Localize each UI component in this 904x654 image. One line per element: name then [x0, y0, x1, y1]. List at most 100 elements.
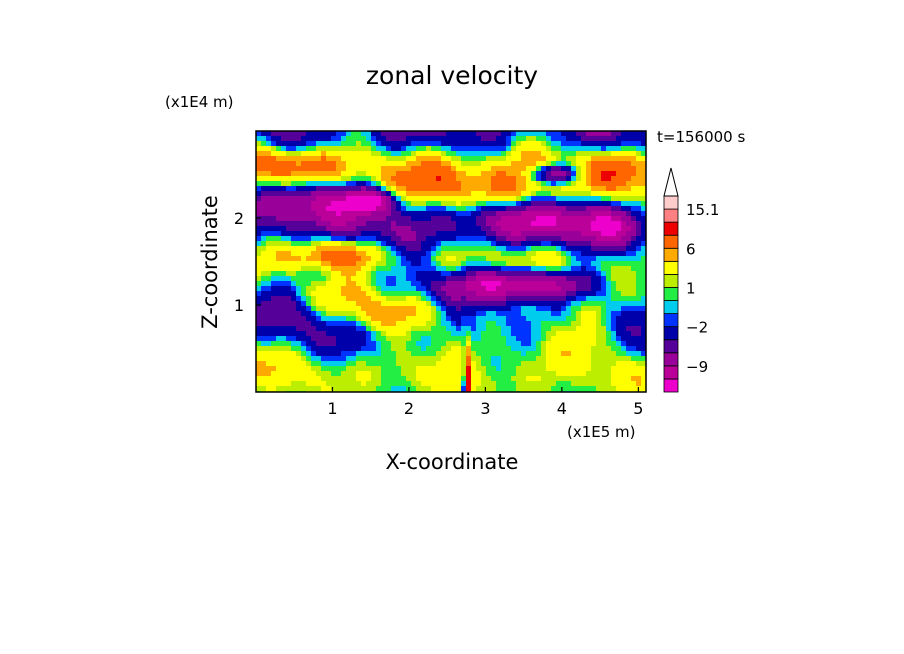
field-cell: [486, 236, 492, 242]
field-cell: [336, 166, 342, 172]
field-cell: [601, 331, 607, 337]
field-cell: [296, 266, 302, 272]
field-cell: [286, 136, 292, 142]
field-cell: [376, 266, 382, 272]
field-cell: [356, 181, 362, 187]
field-cell: [326, 386, 332, 392]
field-cell: [336, 356, 342, 362]
field-cell: [511, 321, 517, 327]
field-cell: [506, 296, 512, 302]
field-cell: [531, 371, 537, 377]
field-cell: [561, 381, 567, 387]
field-cell: [571, 271, 577, 277]
field-cell: [336, 236, 342, 242]
field-cell: [366, 326, 372, 332]
field-cell: [331, 146, 337, 152]
field-cell: [306, 171, 312, 177]
field-cell: [306, 311, 312, 317]
field-cell: [481, 186, 487, 192]
field-cell: [586, 216, 592, 222]
field-cell: [516, 221, 522, 227]
field-cell: [421, 226, 427, 232]
field-cell: [566, 171, 572, 177]
field-cell: [391, 381, 397, 387]
field-cell: [621, 321, 627, 327]
field-cell: [436, 336, 442, 342]
field-cell: [401, 366, 407, 372]
field-cell: [521, 386, 527, 392]
field-cell: [636, 176, 642, 182]
field-cell: [491, 151, 497, 157]
field-cell: [421, 306, 427, 312]
field-cell: [371, 206, 377, 212]
field-cell: [566, 131, 572, 137]
field-cell: [376, 381, 382, 387]
field-cell: [261, 171, 267, 177]
field-cell: [291, 326, 297, 332]
field-cell: [346, 381, 352, 387]
field-cell: [461, 221, 467, 227]
field-cell: [326, 196, 332, 202]
field-cell: [271, 251, 277, 257]
field-cell: [276, 251, 282, 257]
field-cell: [381, 346, 387, 352]
field-cell: [546, 276, 552, 282]
field-cell: [486, 281, 492, 287]
colorbar-segment: [663, 378, 679, 393]
field-cell: [456, 311, 462, 317]
field-cell: [296, 251, 302, 257]
field-cell: [391, 281, 397, 287]
field-cell: [556, 141, 562, 147]
field-cell: [481, 181, 487, 187]
field-cell: [336, 226, 342, 232]
field-cell: [336, 266, 342, 272]
field-cell: [291, 236, 297, 242]
field-cell: [401, 291, 407, 297]
field-cell: [611, 386, 617, 392]
field-cell: [571, 351, 577, 357]
field-cell: [356, 131, 362, 137]
field-cell: [311, 146, 317, 152]
field-cell: [516, 291, 522, 297]
field-cell: [601, 146, 607, 152]
field-cell: [371, 131, 377, 137]
field-cell: [566, 141, 572, 147]
field-cell: [301, 161, 307, 167]
field-cell: [316, 131, 322, 137]
field-cell: [266, 256, 272, 262]
field-cell: [436, 136, 442, 142]
field-cell: [536, 186, 542, 192]
field-cell: [541, 336, 547, 342]
field-cell: [596, 236, 602, 242]
field-cell: [631, 351, 637, 357]
field-cell: [396, 256, 402, 262]
field-cell: [421, 231, 427, 237]
field-cell: [531, 321, 537, 327]
field-cell: [586, 161, 592, 167]
field-cell: [506, 316, 512, 322]
field-cell: [291, 166, 297, 172]
field-cell: [411, 366, 417, 372]
field-cell: [531, 361, 537, 367]
field-cell: [576, 181, 582, 187]
field-cell: [401, 166, 407, 172]
field-cell: [356, 146, 362, 152]
field-cell: [591, 141, 597, 147]
field-cell: [326, 256, 332, 262]
field-cell: [556, 361, 562, 367]
field-cell: [401, 146, 407, 152]
field-cell: [301, 381, 307, 387]
field-cell: [366, 306, 372, 312]
field-cell: [456, 376, 462, 382]
field-cell: [366, 371, 372, 377]
field-cell: [261, 176, 267, 182]
field-cell: [491, 176, 497, 182]
field-cell: [606, 161, 612, 167]
field-cell: [541, 386, 547, 392]
field-cell: [536, 206, 542, 212]
field-cell: [561, 301, 567, 307]
field-cell: [286, 296, 292, 302]
field-cell: [616, 201, 622, 207]
field-cell: [361, 196, 367, 202]
field-cell: [506, 271, 512, 277]
